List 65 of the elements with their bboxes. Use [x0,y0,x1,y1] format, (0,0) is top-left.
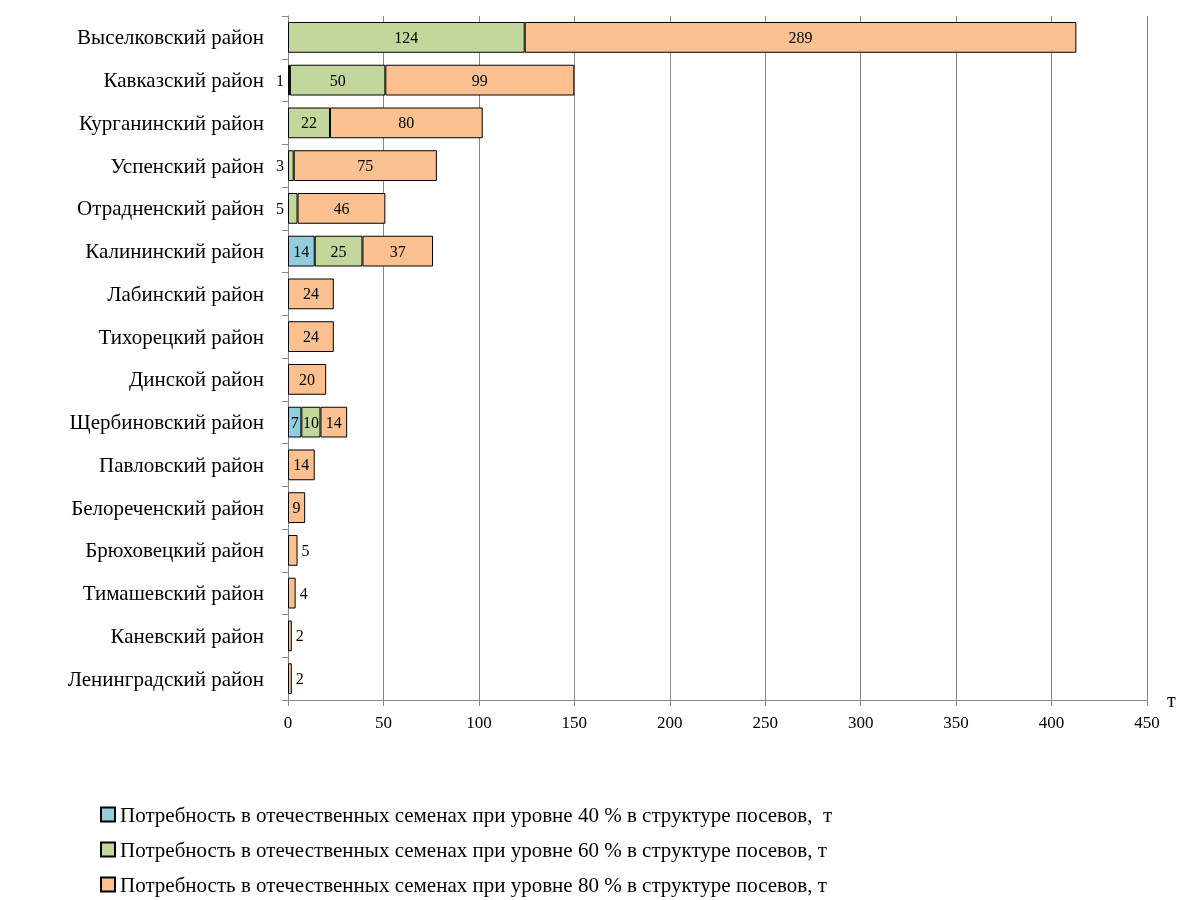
x-tick-label: 350 [943,713,969,732]
x-tick-label: 100 [466,713,492,732]
y-tick-label: Курганинский район [78,110,264,135]
x-tick-label: 200 [657,713,683,732]
bar [288,321,334,353]
data-label: 10 [302,413,319,431]
y-tick-label: Тихорецкий район [98,324,264,349]
data-label: 46 [333,199,350,217]
y-tick-label: Выселковский район [77,25,264,50]
y-tick-label: Щербиновский район [69,410,264,435]
y-tick-label: Брюховецкий район [85,538,264,563]
bar [288,449,315,481]
y-tick-label: Лабинский район [107,281,264,306]
data-label: 75 [357,157,374,175]
data-label: 24 [302,285,319,303]
legend-label: Потребность в отечественных семенах при уровне 40 % в структуре посевов, т [120,802,833,827]
y-tick-label: Успенский район [110,153,264,178]
data-label: 9 [292,499,301,517]
data-label: 99 [471,71,488,89]
y-tick-label: Динской район [128,367,264,392]
data-label: 289 [788,28,813,46]
bar [288,363,327,395]
y-tick-label: Отрадненский район [77,196,264,221]
x-tick-label: 0 [283,713,293,732]
x-tick-label: 450 [1134,713,1160,732]
data-label: 5 [276,199,284,217]
y-tick-label: Тимашевский район [82,581,264,606]
legend-label: Потребность в отечественных семенах при уровне 80 % в структуре посевов, т [120,872,827,897]
x-tick-label: 50 [374,713,392,732]
data-label: 124 [394,28,419,46]
legend-label: Потребность в отечественных семенах при уровне 60 % в структуре посевов, т [120,837,827,862]
data-label: 1 [276,71,284,89]
data-label: 5 [301,541,310,559]
data-label: 37 [389,242,406,260]
y-tick-label: Павловский район [99,452,264,477]
y-tick-label: Каневский район [110,623,264,648]
bar [288,492,306,524]
x-tick-label: 150 [561,713,588,732]
bar [288,577,296,609]
data-label: 25 [330,242,347,260]
data-label: 24 [302,328,319,346]
data-label: 22 [301,114,317,132]
data-label: 50 [329,71,346,89]
x-tick-label: 300 [847,713,874,732]
data-label: 14 [325,413,342,431]
bar [288,620,292,652]
data-label: 2 [295,670,304,688]
x-tick-label: 400 [1038,713,1065,732]
data-label: 2 [295,627,304,645]
bar [288,663,292,695]
y-tick-label: Калининский район [85,239,264,264]
bar [288,278,334,310]
data-label: 4 [299,584,308,602]
data-label: 80 [398,114,415,132]
x-tick-label: 250 [752,713,778,732]
bar [288,534,298,566]
data-label: 14 [293,242,310,260]
y-tick-label: Кавказский район [103,68,264,93]
x-axis-title: т [1167,689,1176,711]
y-tick-label: Ленинградский район [67,666,264,691]
y-tick-label: Белореченский район [71,495,264,520]
data-label: 3 [276,157,284,175]
data-label: 7 [290,413,299,431]
data-label: 14 [293,456,310,474]
data-label: 20 [299,370,316,388]
